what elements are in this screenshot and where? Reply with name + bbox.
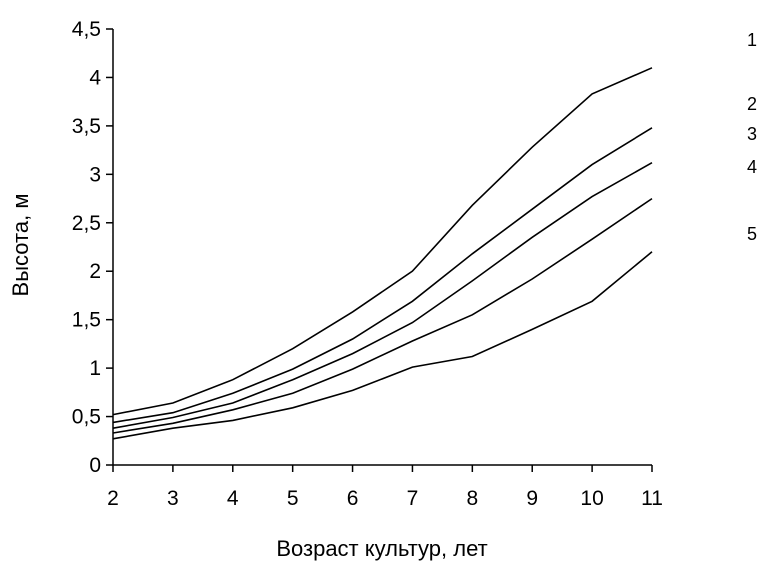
x-axis: 2 3 4 5 6 7 8 9 10 11 [107,464,663,510]
x-tick-label: 7 [407,487,419,510]
x-tick-label: 11 [641,487,663,510]
y-tick-label: 4 [89,66,101,89]
series-lines [112,67,653,440]
series-label-4: 4 [747,157,757,177]
x-tick-label: 3 [167,487,179,510]
series-line-3 [112,162,653,429]
x-tick-label: 6 [347,487,359,510]
y-tick-label: 2 [89,260,101,283]
series-labels: 1 2 3 4 5 [747,30,757,244]
x-tick-label: 10 [580,487,603,510]
x-tick-label: 5 [287,487,299,510]
x-axis-title: Возраст культур, лет [276,536,487,561]
series-line-5 [112,251,653,440]
series-label-2: 2 [747,94,757,114]
y-tick-label: 1,5 [72,309,101,332]
series-label-3: 3 [747,124,757,144]
series-line-4 [112,197,653,434]
x-tick-label: 2 [107,487,119,510]
y-tick-label: 0 [89,454,101,477]
series-line-1 [112,67,653,416]
series-label-1: 1 [747,30,757,50]
y-axis-title: Высота, м [8,194,33,297]
y-tick-label: 2,5 [72,212,101,235]
x-tick-label: 9 [526,487,538,510]
y-tick-label: 1 [89,357,101,380]
y-tick-label: 3 [89,163,101,186]
series-line-2 [112,127,653,424]
y-tick-label: 0,5 [72,406,101,429]
x-tick-label: 4 [227,487,239,510]
y-tick-label: 4,5 [72,18,101,41]
series-label-5: 5 [747,224,757,244]
x-tick-label: 8 [466,487,478,510]
y-tick-label: 3,5 [72,115,101,138]
y-axis: 0 0,5 1 1,5 2 2,5 3 3,5 4 4,5 [72,18,114,477]
